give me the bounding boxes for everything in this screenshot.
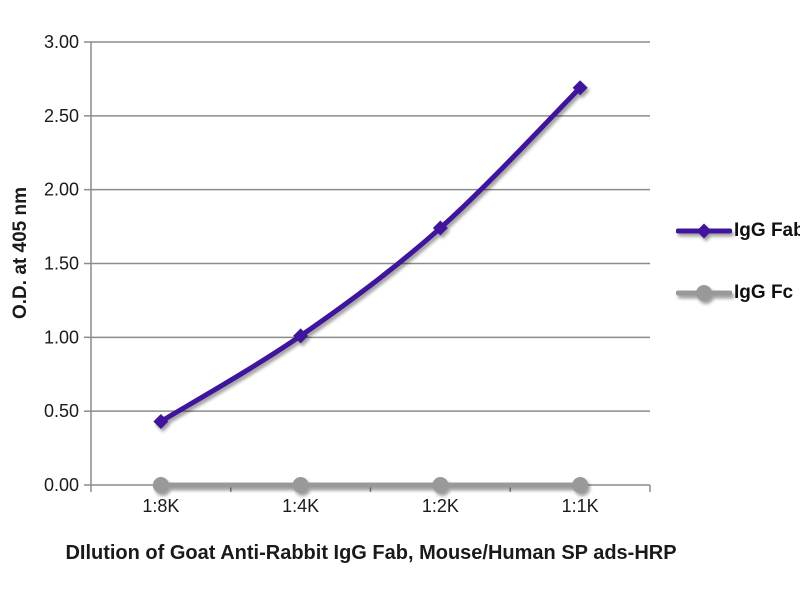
legend-item-igg-fc: IgG Fc: [676, 279, 800, 307]
legend-label-igg-fc: IgG Fc: [734, 282, 794, 303]
y-tick-label: 2.00: [44, 180, 79, 200]
x-tick-label: 1:2K: [422, 496, 459, 516]
y-tick-label: 0.00: [44, 475, 79, 495]
marker-igg-fc: [572, 477, 589, 493]
legend-label-igg-fab: IgG Fab: [734, 220, 800, 241]
legend-marker-igg-fab-icon: [676, 223, 732, 239]
marker-igg-fc: [432, 477, 449, 493]
y-tick-label: 2.50: [44, 106, 79, 126]
legend-marker-igg-fc-icon: [676, 285, 732, 301]
marker-igg-fc: [292, 477, 309, 493]
y-tick-label: 0.50: [44, 401, 79, 421]
y-tick-label: 1.00: [44, 327, 79, 347]
marker-igg-fab: [293, 328, 309, 344]
y-tick-label: 3.00: [44, 32, 79, 52]
legend-marker: [696, 223, 712, 239]
marker-igg-fab: [153, 414, 169, 430]
marker-igg-fc: [152, 477, 169, 493]
marker-igg-fab: [432, 220, 448, 236]
marker-igg-fab: [572, 80, 588, 96]
x-axis-title: DIlution of Goat Anti-Rabbit IgG Fab, Mo…: [65, 542, 677, 564]
axes: 0.00 0.50 1.00 1.50 2.00 2.50 3.00 1:8K 1:4K 1:2K…: [44, 32, 651, 516]
y-tick-label: 1.50: [44, 254, 79, 274]
x-tick-label: 1:8K: [142, 496, 179, 516]
gridlines: [91, 41, 650, 412]
series-line-igg-fab: [158, 85, 583, 425]
legend: IgG Fab IgG Fc: [676, 217, 800, 307]
series-igg-fc: [152, 477, 589, 493]
legend-marker: [696, 285, 712, 301]
y-axis-title: O.D. at 405 nm: [10, 187, 31, 319]
x-tick-label: 1:4K: [282, 496, 319, 516]
x-tick-label: 1:1K: [562, 496, 599, 516]
series-igg-fab: [153, 80, 588, 430]
legend-item-igg-fab: IgG Fab: [676, 217, 800, 245]
